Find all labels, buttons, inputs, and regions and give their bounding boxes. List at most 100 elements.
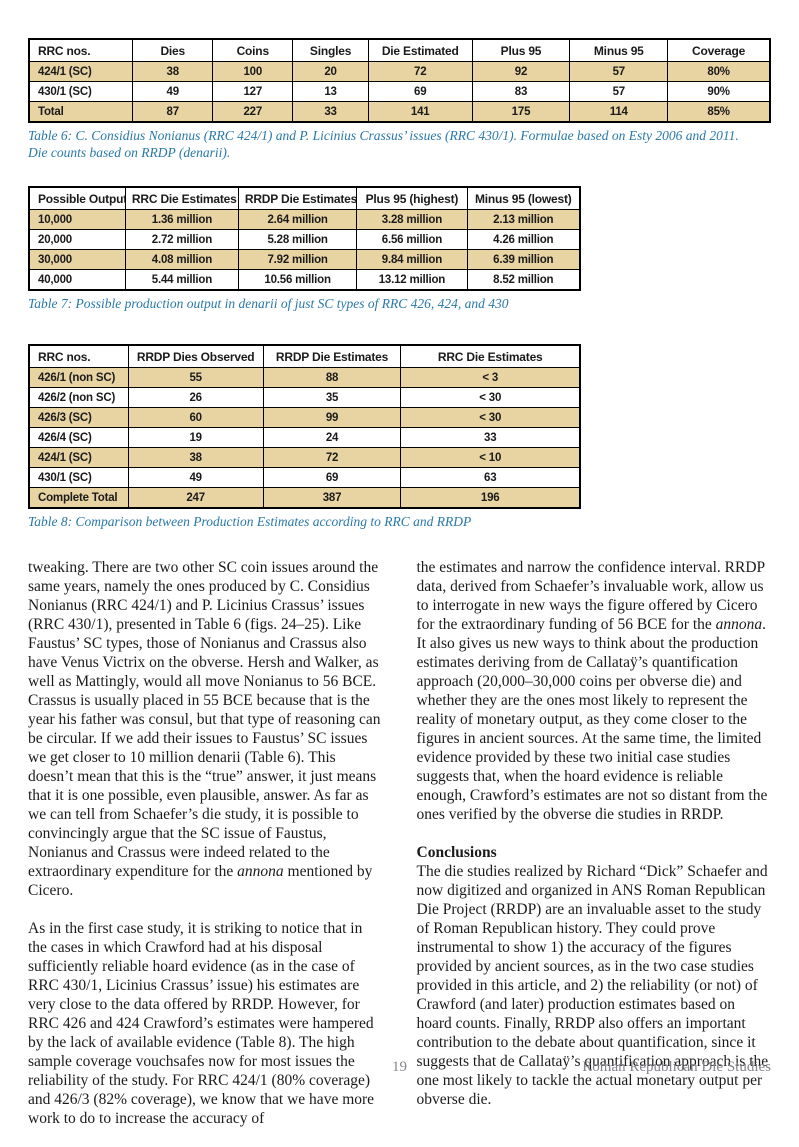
text-run: . It also gives us new ways to think abo… <box>416 616 768 823</box>
table-cell: 26 <box>127 387 264 408</box>
table-cell: 2.13 million <box>466 209 581 230</box>
body-paragraph: As in the first case study, it is striki… <box>28 919 383 1128</box>
table-cell: 38 <box>127 447 264 468</box>
table-row: 426/1 (non SC) 55 88 < 3 <box>28 367 581 388</box>
table-cell: Complete Total <box>28 487 129 509</box>
column-header: Coins <box>212 38 294 62</box>
table-cell: 69 <box>367 81 473 102</box>
table-cell: 8.52 million <box>466 269 581 291</box>
table-cell: 1.36 million <box>124 209 239 230</box>
table-cell: 426/2 (non SC) <box>28 387 129 408</box>
table-cell: 49 <box>132 81 214 102</box>
table-cell: 60 <box>127 407 264 428</box>
table-cell: 100 <box>212 61 294 82</box>
table-header-row: RRC nos. Dies Coins Singles Die Estimated Plu… <box>28 38 771 62</box>
table-cell: < 30 <box>400 387 581 408</box>
table-header-row: Possible Outputs RRC Die Estimates RRDP Di… <box>28 186 581 210</box>
table-cell: 13.12 million <box>356 269 468 291</box>
section-heading: Conclusions <box>416 844 497 861</box>
table-cell: 2.64 million <box>237 209 358 230</box>
table-cell: 88 <box>262 367 402 388</box>
column-header: Die Estimated <box>367 38 473 62</box>
table-row: 424/1 (SC) 38 100 20 72 92 57 80% <box>28 61 771 82</box>
table-cell: 127 <box>212 81 294 102</box>
table-cell: 24 <box>262 427 402 448</box>
table-cell: 49 <box>127 467 264 488</box>
table-cell: 40,000 <box>28 269 126 291</box>
body-paragraph: tweaking. There are two other SC coin is… <box>28 558 383 900</box>
table-header-row: RRC nos. RRDP Dies Observed RRDP Die Estim… <box>28 344 581 368</box>
table-cell: 247 <box>127 487 264 509</box>
right-text-column: the estimates and narrow the confidence … <box>417 558 772 1147</box>
table-cell: 426/1 (non SC) <box>28 367 129 388</box>
table-cell: 55 <box>127 367 264 388</box>
table-cell: 33 <box>292 101 369 123</box>
table-row: 40,000 5.44 million 10.56 million 13.12 mil… <box>28 269 581 291</box>
table-cell: 90% <box>667 81 771 102</box>
table-row: 424/1 (SC) 38 72 < 10 <box>28 447 581 468</box>
table-cell: < 30 <box>400 407 581 428</box>
table-cell: 72 <box>262 447 402 468</box>
italic-term: annona <box>715 616 763 633</box>
table-cell: 87 <box>132 101 214 123</box>
table-cell: 4.26 million <box>466 229 581 250</box>
column-header: RRC Die Estimates <box>400 344 581 368</box>
article-body: tweaking. There are two other SC coin is… <box>28 558 771 1147</box>
page-number: 19 <box>392 1059 407 1075</box>
table-cell: 227 <box>212 101 294 123</box>
table-7-caption: Table 7: Possible production output in d… <box>28 296 509 311</box>
table-cell: 5.44 million <box>124 269 239 291</box>
table-cell: 35 <box>262 387 402 408</box>
table-cell: 9.84 million <box>356 249 468 270</box>
table-cell: 63 <box>400 467 581 488</box>
table-cell: 196 <box>400 487 581 509</box>
table-cell: 57 <box>569 81 669 102</box>
table-cell: 426/4 (SC) <box>28 427 129 448</box>
table-cell: 175 <box>471 101 571 123</box>
table-cell: 5.28 million <box>237 229 358 250</box>
table-cell: 38 <box>132 61 214 82</box>
table-cell: 424/1 (SC) <box>28 447 129 468</box>
table-cell: 424/1 (SC) <box>28 61 134 82</box>
column-header: Minus 95 <box>569 38 669 62</box>
table-row: 430/1 (SC) 49 127 13 69 83 57 90% <box>28 81 771 102</box>
table-cell: 4.08 million <box>124 249 239 270</box>
column-header: Minus 95 (lowest) <box>466 186 581 210</box>
text-run: The die studies realized by Richard “Dic… <box>416 863 769 1108</box>
table-row: 30,000 4.08 million 7.92 million 9.84 milli… <box>28 249 581 270</box>
table-cell: 20,000 <box>28 229 126 250</box>
column-header: RRDP Dies Observed <box>127 344 264 368</box>
column-header: RRC Die Estimates <box>124 186 239 210</box>
table-7-production-output: Possible Outputs RRC Die Estimates RRDP Di… <box>28 186 581 291</box>
column-header: Plus 95 (highest) <box>356 186 468 210</box>
table-cell: 6.56 million <box>356 229 468 250</box>
table-row: 20,000 2.72 million 5.28 million 6.56 milli… <box>28 229 581 250</box>
table-cell: < 3 <box>400 367 581 388</box>
table-cell: 20 <box>292 61 369 82</box>
table-cell: 19 <box>127 427 264 448</box>
table-cell: Total <box>28 101 134 123</box>
table-6-caption: Table 6: C. Considius Nonianus (RRC 424/… <box>28 128 739 160</box>
table-8-caption: Table 8: Comparison between Production E… <box>28 514 472 529</box>
table-6-die-estimates: RRC nos. Dies Coins Singles Die Estimated Plu… <box>28 38 771 123</box>
table-cell: 92 <box>471 61 571 82</box>
table-cell: 30,000 <box>28 249 126 270</box>
table-cell: 33 <box>400 427 581 448</box>
table-cell: 80% <box>667 61 771 82</box>
table-row: 10,000 1.36 million 2.64 million 3.28 milli… <box>28 209 581 230</box>
column-header: Possible Outputs <box>28 186 126 210</box>
journal-title: Roman Republican Die Studies <box>582 1059 771 1075</box>
table-8-rrc-rrdp-comparison: RRC nos. RRDP Dies Observed RRDP Die Estim… <box>28 344 581 509</box>
table-cell: 426/3 (SC) <box>28 407 129 428</box>
text-run: tweaking. There are two other SC coin is… <box>28 559 381 880</box>
table-row: Complete Total 247 387 196 <box>28 487 581 509</box>
table-cell: 99 <box>262 407 402 428</box>
table-row: 430/1 (SC) 49 69 63 <box>28 467 581 488</box>
table-cell: 13 <box>292 81 369 102</box>
table-cell: 6.39 million <box>466 249 581 270</box>
italic-term: annona <box>237 863 284 880</box>
column-header: RRDP Die Estimates <box>237 186 358 210</box>
table-row: Total 87 227 33 141 175 114 85% <box>28 101 771 123</box>
text-run: As in the first case study, it is striki… <box>28 920 375 1127</box>
table-cell: 430/1 (SC) <box>28 81 134 102</box>
